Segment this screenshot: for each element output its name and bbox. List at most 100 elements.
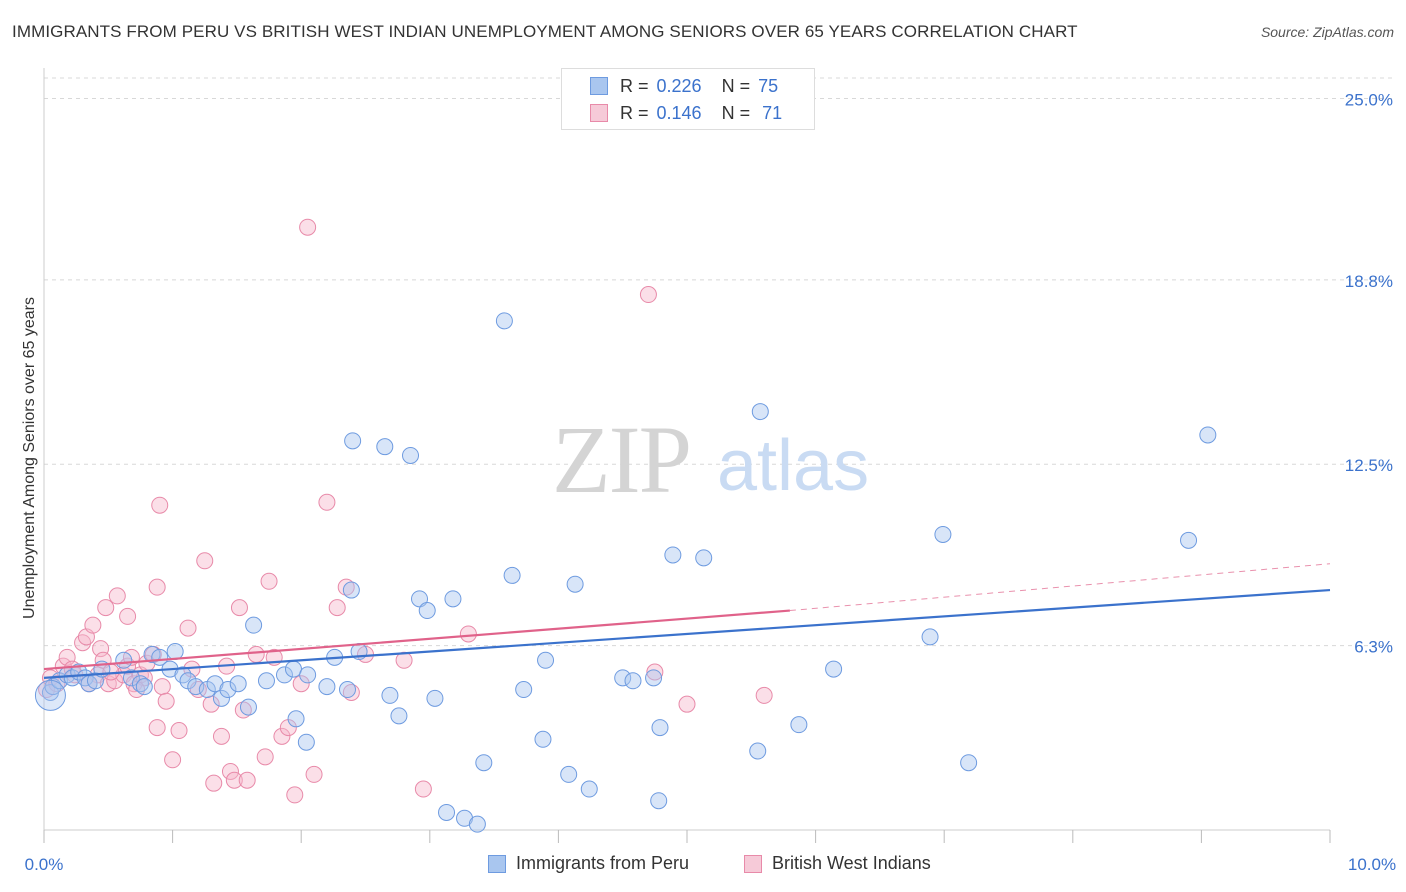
data-point-immigrants-from-peru: [402, 446, 420, 464]
data-point-immigrants-from-peru: [63, 669, 81, 687]
legend-swatch-pink: [744, 854, 762, 873]
legend-swatch-blue: [590, 77, 608, 95]
data-point-immigrants-from-peru: [650, 792, 668, 810]
legend-row-bwi: R = 0.146 N = 71: [620, 100, 782, 126]
legend-label-bwi: British West Indians: [772, 853, 931, 873]
watermark: ZIP atlas: [552, 406, 869, 513]
data-point-immigrants-from-peru: [537, 651, 555, 669]
data-point-british-west-indians: [97, 599, 115, 617]
data-point-immigrants-from-peru: [580, 780, 598, 798]
data-point-immigrants-from-peru: [376, 438, 394, 456]
data-point-immigrants-from-peru: [299, 666, 317, 684]
data-point-immigrants-from-peru: [614, 669, 632, 687]
data-point-immigrants-from-peru: [749, 742, 767, 760]
data-point-british-west-indians: [157, 692, 175, 710]
data-point-british-west-indians: [148, 578, 166, 596]
data-point-british-west-indians: [459, 625, 477, 643]
data-point-british-west-indians: [678, 695, 696, 713]
data-point-immigrants-from-peru: [515, 681, 533, 699]
data-point-immigrants-from-peru: [664, 546, 682, 564]
data-point-british-west-indians: [646, 663, 664, 681]
data-point-immigrants-from-peru: [34, 679, 66, 711]
data-point-immigrants-from-peru: [245, 616, 263, 634]
axes: [43, 68, 1331, 843]
data-point-immigrants-from-peru: [624, 672, 642, 690]
data-point-british-west-indians: [292, 675, 310, 693]
data-point-british-west-indians: [299, 218, 317, 236]
x-tick-label: 0.0%: [25, 855, 64, 874]
data-point-british-west-indians: [221, 762, 239, 780]
data-point-immigrants-from-peru: [287, 710, 305, 728]
y-tick-label: 12.5%: [1345, 456, 1393, 475]
data-point-immigrants-from-peru: [229, 675, 247, 693]
data-point-immigrants-from-peru: [342, 581, 360, 599]
data-point-immigrants-from-peru: [921, 628, 939, 646]
data-point-british-west-indians: [84, 616, 102, 634]
data-point-immigrants-from-peru: [381, 686, 399, 704]
chart-title: IMMIGRANTS FROM PERU VS BRITISH WEST IND…: [12, 22, 1078, 41]
data-point-immigrants-from-peru: [426, 689, 444, 707]
data-point-british-west-indians: [238, 771, 256, 789]
tick-labels: 6.3% 12.5% 18.8% 25.0% 0.0% 10.0%: [25, 90, 1396, 874]
data-point-immigrants-from-peru: [135, 678, 153, 696]
trend-line-british-west-indians: [43, 609, 790, 671]
data-point-immigrants-from-peru: [318, 678, 336, 696]
data-point-immigrants-from-peru: [239, 698, 257, 716]
data-point-immigrants-from-peru: [444, 590, 462, 608]
data-point-immigrants-from-peru: [475, 754, 493, 772]
data-point-immigrants-from-peru: [275, 666, 293, 684]
n-label: N =: [721, 102, 751, 123]
data-point-immigrants-from-peru: [503, 566, 521, 584]
series-legend: Immigrants from Peru British West Indian…: [0, 850, 1406, 880]
data-point-british-west-indians: [164, 751, 182, 769]
data-point-immigrants-from-peru: [418, 602, 436, 620]
data-point-immigrants-from-peru: [44, 678, 62, 696]
r-label: R =: [620, 75, 649, 96]
data-point-british-west-indians: [119, 607, 137, 625]
r-value-bwi: 0.146: [656, 102, 702, 123]
watermark-atlas: atlas: [717, 426, 869, 506]
data-point-british-west-indians: [755, 686, 773, 704]
data-point-british-west-indians: [273, 727, 291, 745]
data-point-immigrants-from-peru: [411, 590, 429, 608]
data-point-immigrants-from-peru: [645, 669, 663, 687]
r-value-peru: 0.226: [656, 75, 702, 96]
data-point-immigrants-from-peru: [257, 672, 275, 690]
data-point-british-west-indians: [179, 619, 197, 637]
trend-lines: [43, 563, 1331, 679]
data-point-british-west-indians: [196, 552, 214, 570]
data-point-british-west-indians: [230, 599, 248, 617]
source-label: Source: ZipAtlas.com: [1260, 24, 1394, 40]
data-point-immigrants-from-peru: [934, 525, 952, 543]
data-point-immigrants-from-peru: [825, 660, 843, 678]
data-point-immigrants-from-peru: [390, 707, 408, 725]
data-point-immigrants-from-peru: [219, 681, 237, 699]
data-point-british-west-indians: [225, 771, 243, 789]
data-point-british-west-indians: [260, 572, 278, 590]
data-point-british-west-indians: [151, 496, 169, 514]
n-value-peru: 75: [758, 75, 779, 96]
data-point-immigrants-from-peru: [344, 432, 362, 450]
data-point-immigrants-from-peru: [534, 730, 552, 748]
data-point-british-west-indians: [305, 765, 323, 783]
series-immigrants-from-peru: [34, 312, 1217, 833]
legend-row-peru: R = 0.226 N = 75: [620, 73, 778, 99]
data-point-british-west-indians: [256, 748, 274, 766]
data-point-british-west-indians: [318, 493, 336, 511]
r-label: R =: [620, 102, 649, 123]
y-tick-label: 6.3%: [1354, 638, 1393, 657]
data-point-immigrants-from-peru: [1199, 426, 1217, 444]
data-point-british-west-indians: [639, 286, 657, 304]
data-point-immigrants-from-peru: [960, 754, 978, 772]
n-label: N =: [721, 75, 751, 96]
gridlines: [44, 77, 1396, 647]
data-point-british-west-indians: [212, 727, 230, 745]
data-point-british-west-indians: [108, 587, 126, 605]
y-tick-label: 18.8%: [1345, 272, 1393, 291]
trend-line-immigrants-from-peru: [43, 588, 1331, 679]
data-point-immigrants-from-peru: [212, 689, 230, 707]
data-point-immigrants-from-peru: [297, 733, 315, 751]
data-point-british-west-indians: [286, 786, 304, 804]
data-point-british-west-indians: [328, 599, 346, 617]
